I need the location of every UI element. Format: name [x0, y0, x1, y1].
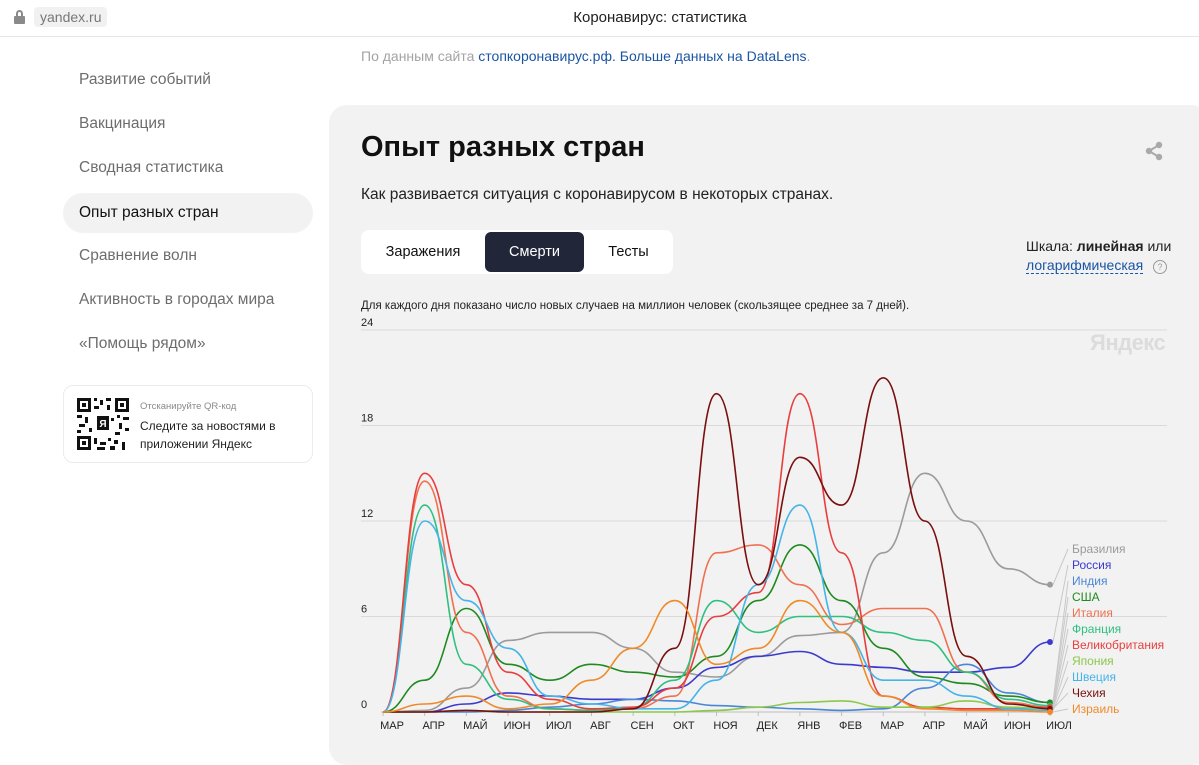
x-tick-label: АВГ [590, 720, 611, 732]
legend-connector [1052, 708, 1069, 713]
scale-selector: Шкала: линейная или [1026, 238, 1171, 254]
source-suffix: . [806, 48, 811, 64]
sidebar-item-summary[interactable]: Сводная статистика [79, 159, 224, 176]
scale-log-link[interactable]: логарифмическая [1026, 257, 1144, 274]
browser-topbar: yandex.ru Коронавирус: статистика [0, 0, 1199, 37]
source-prefix: По данным сайта [361, 48, 475, 64]
legend-label[interactable]: Италия [1072, 606, 1113, 620]
series-end-point [1047, 709, 1053, 715]
legend-label[interactable]: Индия [1072, 574, 1107, 588]
tab-bar: Заражения Смерти Тесты [361, 230, 673, 274]
card-title: Опыт разных стран [361, 131, 645, 163]
series-line[interactable] [382, 392, 1051, 713]
x-tick-label: МАЙ [963, 719, 987, 732]
chart-lines [382, 377, 1053, 715]
scale-prefix: Шкала: [1026, 238, 1073, 254]
legend-label[interactable]: Россия [1072, 558, 1111, 572]
scale-or: или [1147, 238, 1172, 254]
sidebar-item-events[interactable]: Развитие событий [79, 71, 211, 88]
x-tick-label: НОЯ [713, 720, 737, 732]
page-title: Коронавирус: статистика [573, 9, 747, 26]
legend-connector [1052, 676, 1069, 711]
sidebar-item-help[interactable]: «Помощь рядом» [79, 335, 206, 352]
lock-icon [14, 10, 25, 24]
scale-linear[interactable]: линейная [1076, 238, 1144, 254]
x-tick-label: ИЮН [1004, 720, 1031, 732]
qr-caption: Отсканируйте QR-код [140, 401, 237, 412]
series-line[interactable] [382, 504, 1051, 713]
legend-label[interactable]: Великобритания [1072, 638, 1164, 652]
help-icon[interactable]: ? [1153, 260, 1167, 274]
tab-deaths[interactable]: Смерти [485, 232, 584, 272]
y-tick-label: 12 [361, 508, 373, 520]
y-tick-label: 24 [361, 317, 373, 329]
series-line[interactable] [382, 504, 1051, 713]
qr-code-icon: Я [77, 398, 129, 450]
source-line: По данным сайта стопкоронавирус.рф. Боль… [361, 48, 810, 64]
x-tick-label: ЯНВ [797, 720, 820, 732]
x-tick-label: ДЕК [757, 720, 779, 732]
series-line[interactable] [382, 544, 1051, 713]
x-tick-label: ИЮЛ [546, 720, 572, 732]
legend-label[interactable]: Чехия [1072, 686, 1106, 700]
legend-connector [1052, 692, 1069, 710]
legend-connector [1052, 660, 1069, 709]
qr-card[interactable]: Я Отсканируйте QR-код Следите за новостя… [63, 385, 313, 463]
tab-tests[interactable]: Тесты [608, 244, 649, 260]
legend-label[interactable]: Бразилия [1072, 542, 1126, 556]
chart-note: Для каждого дня показано число новых слу… [361, 300, 910, 312]
yandex-watermark: Яндекс [1090, 330, 1166, 355]
y-tick-label: 6 [361, 604, 367, 616]
series-line[interactable] [383, 663, 1051, 713]
series-line[interactable] [383, 641, 1051, 713]
x-tick-label: СЕН [631, 720, 654, 732]
legend-label[interactable]: Япония [1072, 654, 1114, 668]
legend-connector [1052, 596, 1069, 703]
share-icon[interactable] [1144, 141, 1164, 161]
sidebar-item-vaccination[interactable]: Вакцинация [79, 115, 166, 132]
series-line[interactable] [383, 377, 1051, 713]
x-tick-label: ФЕВ [839, 720, 862, 732]
x-tick-label: МАР [880, 720, 904, 732]
source-link[interactable]: стопкоронавирус.рф. [478, 48, 616, 64]
series-line[interactable] [382, 599, 1051, 713]
sidebar-item-cities[interactable]: Активность в городах мира [79, 291, 275, 308]
legend-label[interactable]: Франция [1072, 622, 1121, 636]
series-end-point [1047, 581, 1053, 588]
legend-connector [1052, 628, 1069, 706]
deaths-chart: 0 6 12 18 24 МАР АПР МАЙ ИЮН ИЮЛ АВГ СЕН ОКТ НОЯ ДЕК ЯН… [361, 317, 1167, 732]
sidebar-item-waves[interactable]: Сравнение волн [79, 247, 197, 264]
x-tick-label: МАР [380, 720, 404, 732]
sidebar-item-countries[interactable]: Опыт разных стран [63, 193, 313, 233]
legend-label[interactable]: Израиль [1072, 702, 1119, 716]
series-end-point [1047, 638, 1053, 645]
address-bar[interactable]: yandex.ru [34, 7, 108, 27]
x-tick-label: ИЮЛ [1046, 720, 1072, 732]
legend-label[interactable]: США [1072, 590, 1100, 604]
y-tick-label: 18 [361, 413, 373, 425]
legend-label[interactable]: Швеция [1072, 670, 1116, 684]
x-tick-label: ОКТ [673, 720, 695, 732]
legend-connector [1052, 644, 1069, 708]
qr-text: Следите за новостями в приложении Яндекс [140, 419, 276, 451]
datalens-link[interactable]: Больше данных на DataLens [619, 48, 807, 64]
x-tick-label: АПР [923, 720, 945, 732]
x-tick-label: АПР [422, 720, 444, 732]
card-subtitle: Как развивается ситуация с коронавирусом… [361, 186, 834, 203]
chart-grid: 0 6 12 18 24 МАР АПР МАЙ ИЮН ИЮЛ АВГ СЕН ОКТ НОЯ ДЕК ЯН… [361, 317, 1167, 732]
x-tick-label: МАЙ [463, 719, 487, 732]
tab-infections[interactable]: Заражения [385, 244, 461, 260]
series-line[interactable] [382, 480, 1051, 713]
y-tick-label: 0 [361, 699, 367, 711]
legend-connector [1052, 548, 1069, 585]
svg-text:Я: Я [99, 419, 106, 430]
legend-connector [1052, 564, 1069, 643]
chart-legend: Бразилия Россия Индия США Италия Франция Велик… [1052, 542, 1164, 716]
x-tick-label: ИЮН [504, 720, 531, 732]
